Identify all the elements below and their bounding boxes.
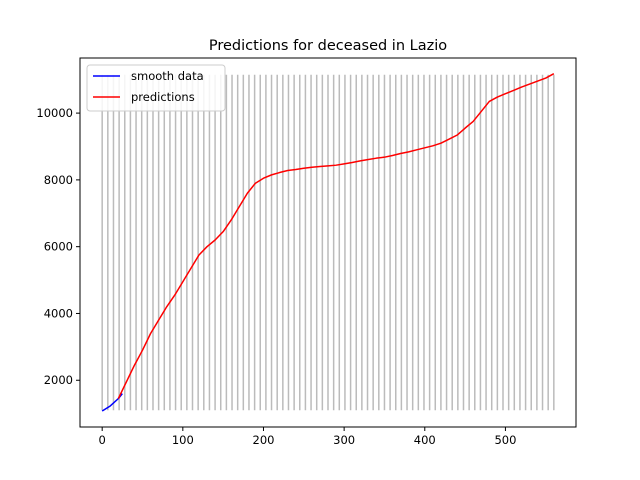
y-tick-label: 4000 — [44, 306, 73, 320]
x-tick-label: 0 — [99, 433, 106, 447]
x-tick-label: 400 — [414, 433, 436, 447]
axes-frame — [79, 57, 577, 428]
axis-ticks: 0 100 200 300 400 500 2000 4000 6000 8000 10000 — [36, 106, 516, 447]
x-tick-label: 100 — [172, 433, 194, 447]
x-tick-label: 300 — [333, 433, 355, 447]
y-tick-label: 2000 — [44, 373, 73, 387]
x-tick-label: 500 — [494, 433, 516, 447]
y-tick-label: 10000 — [36, 106, 73, 120]
legend-label: smooth data — [131, 69, 204, 83]
legend-label: predictions — [131, 90, 195, 104]
x-tick-label: 200 — [253, 433, 275, 447]
y-tick-label: 8000 — [44, 173, 73, 187]
legend-box — [86, 64, 226, 112]
chart-title: Predictions for deceased in Lazio — [209, 38, 447, 54]
chart-legend: smooth data predictions — [86, 64, 226, 112]
plot-area — [101, 73, 555, 412]
y-tick-label: 6000 — [44, 240, 73, 254]
series-line-predictions — [117, 73, 555, 399]
